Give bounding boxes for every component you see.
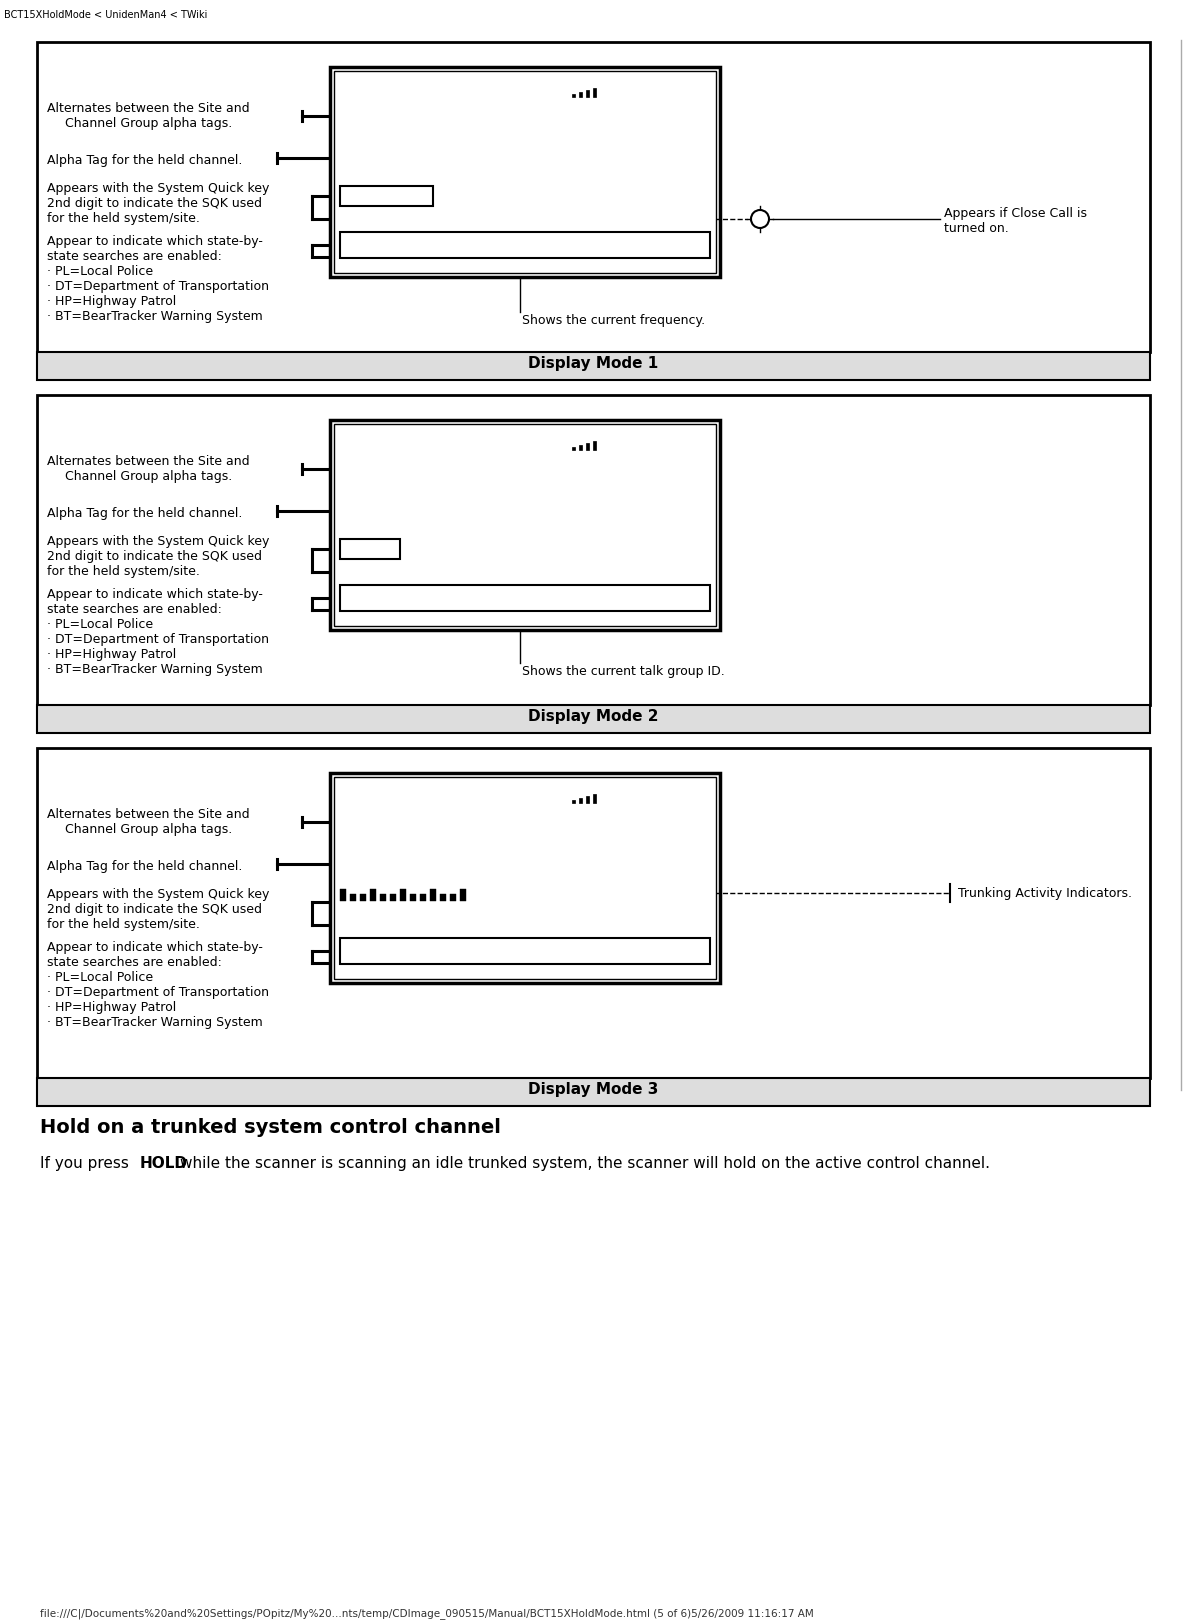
- Bar: [330, 773, 721, 984]
- Text: BCT15XHoldMode < UnidenMan4 < TWiki: BCT15XHoldMode < UnidenMan4 < TWiki: [4, 10, 208, 19]
- Text: BT: BT: [545, 941, 565, 958]
- Circle shape: [751, 209, 769, 227]
- Text: HOLD: HOLD: [140, 1156, 188, 1172]
- Bar: [420, 894, 426, 901]
- Text: DT: DT: [419, 589, 440, 604]
- Text: Display Mode 1: Display Mode 1: [528, 355, 658, 372]
- Text: HP: HP: [482, 589, 502, 604]
- Text: HOLD: HOLD: [461, 789, 496, 802]
- Text: HP: HP: [482, 235, 502, 252]
- Bar: [579, 93, 582, 97]
- Bar: [37, 394, 1150, 704]
- Text: DT: DT: [419, 235, 440, 252]
- Text: Appears with the System Quick key
2nd digit to indicate the SQK used
for the hel: Appears with the System Quick key 2nd di…: [47, 536, 269, 578]
- Text: while the scanner is scanning an idle trunked system, the scanner will hold on t: while the scanner is scanning an idle tr…: [180, 1156, 990, 1172]
- Bar: [37, 1078, 1150, 1105]
- Text: BT: BT: [545, 589, 565, 604]
- Bar: [339, 584, 710, 610]
- Text: Appear to indicate which state-by-
state searches are enabled:
· PL=Local Police: Appear to indicate which state-by- state…: [47, 235, 269, 323]
- Bar: [586, 89, 589, 97]
- Bar: [330, 420, 721, 630]
- Text: If you press: If you press: [40, 1156, 134, 1172]
- Text: Hold on a trunked system control channel: Hold on a trunked system control channel: [40, 1118, 501, 1138]
- Bar: [370, 889, 376, 901]
- Text: Alpha Tag for the held channel.: Alpha Tag for the held channel.: [47, 860, 242, 873]
- Text: S 0 : 1: S 0 : 1: [339, 563, 389, 578]
- Bar: [572, 446, 575, 450]
- Bar: [592, 441, 596, 450]
- Text: Appear to indicate which state-by-
state searches are enabled:
· PL=Local Police: Appear to indicate which state-by- state…: [47, 588, 269, 677]
- Bar: [330, 67, 721, 278]
- Text: HP: HP: [482, 941, 502, 958]
- Text: Shows the current frequency.: Shows the current frequency.: [522, 313, 705, 326]
- Text: Alternates between the Site and
Channel Group alpha tags.: Alternates between the Site and Channel …: [47, 454, 249, 484]
- Bar: [37, 748, 1150, 1078]
- Text: HOLD: HOLD: [461, 83, 496, 96]
- Bar: [410, 894, 415, 901]
- Text: Alpha Tag for the held channel.: Alpha Tag for the held channel.: [47, 506, 242, 519]
- Bar: [37, 704, 1150, 734]
- Text: PL: PL: [351, 589, 369, 604]
- Bar: [586, 443, 589, 450]
- Text: Appears if Close Call is
turned on.: Appears if Close Call is turned on.: [944, 208, 1087, 235]
- Bar: [334, 71, 716, 273]
- Bar: [440, 894, 446, 901]
- Text: Trunking Activity Indicators.: Trunking Activity Indicators.: [958, 886, 1132, 899]
- Text: Police: Police: [342, 495, 455, 527]
- Text: BT: BT: [545, 235, 565, 252]
- Bar: [37, 42, 1150, 352]
- Text: Alpha Tag for the held channel.: Alpha Tag for the held channel.: [47, 154, 242, 167]
- Bar: [334, 777, 716, 979]
- Bar: [572, 800, 575, 803]
- Bar: [461, 889, 466, 901]
- Bar: [430, 889, 436, 901]
- Text: Appears with the System Quick key
2nd digit to indicate the SQK used
for the hel: Appears with the System Quick key 2nd di…: [47, 888, 269, 932]
- Bar: [339, 938, 710, 964]
- Bar: [592, 794, 596, 803]
- Bar: [360, 894, 366, 901]
- Bar: [592, 88, 596, 97]
- Text: Alternates between the Site and
Channel Group alpha tags.: Alternates between the Site and Channel …: [47, 102, 249, 130]
- Text: Police: Police: [342, 141, 455, 175]
- Text: 16512: 16512: [343, 540, 387, 553]
- Text: Alternates between the Site and
Channel Group alpha tags.: Alternates between the Site and Channel …: [47, 808, 249, 836]
- Bar: [339, 187, 433, 206]
- Bar: [450, 894, 456, 901]
- Text: Appears with the System Quick key
2nd digit to indicate the SQK used
for the hel: Appears with the System Quick key 2nd di…: [47, 182, 269, 226]
- Text: file:///C|/Documents%20and%20Settings/POpitz/My%20...nts/temp/CDImage_090515/Man: file:///C|/Documents%20and%20Settings/PO…: [40, 1608, 814, 1618]
- Text: DT: DT: [419, 941, 440, 958]
- Text: S 0 : 1: S 0 : 1: [339, 209, 389, 226]
- Bar: [391, 894, 396, 901]
- Bar: [334, 424, 716, 626]
- Text: 851.0125: 851.0125: [343, 187, 410, 201]
- Text: Shows the current talk group ID.: Shows the current talk group ID.: [522, 665, 725, 678]
- Bar: [339, 539, 400, 558]
- Text: Appear to indicate which state-by-
state searches are enabled:
· PL=Local Police: Appear to indicate which state-by- state…: [47, 941, 269, 1029]
- Bar: [586, 795, 589, 803]
- Text: MOT: MOT: [624, 453, 707, 485]
- Text: PL: PL: [351, 941, 369, 958]
- Text: PL: PL: [351, 235, 369, 252]
- Bar: [37, 352, 1150, 380]
- Text: Police: Police: [342, 847, 455, 881]
- Bar: [400, 889, 406, 901]
- Text: MOT: MOT: [624, 807, 707, 839]
- Text: Display Mode 2: Display Mode 2: [528, 709, 659, 724]
- Text: Site 2-1: Site 2-1: [342, 807, 488, 839]
- Text: Display Mode 3: Display Mode 3: [528, 1083, 658, 1097]
- Text: HOLD: HOLD: [461, 437, 496, 450]
- Bar: [339, 232, 710, 258]
- Bar: [572, 94, 575, 97]
- Bar: [579, 799, 582, 803]
- Bar: [350, 894, 356, 901]
- Bar: [339, 889, 345, 901]
- Text: MOT: MOT: [624, 101, 707, 133]
- Text: S 0 : 1: S 0 : 1: [339, 915, 389, 932]
- Text: Site 2-1: Site 2-1: [342, 101, 488, 133]
- Text: Site 2-1: Site 2-1: [342, 453, 488, 485]
- Bar: [579, 445, 582, 450]
- Bar: [380, 894, 386, 901]
